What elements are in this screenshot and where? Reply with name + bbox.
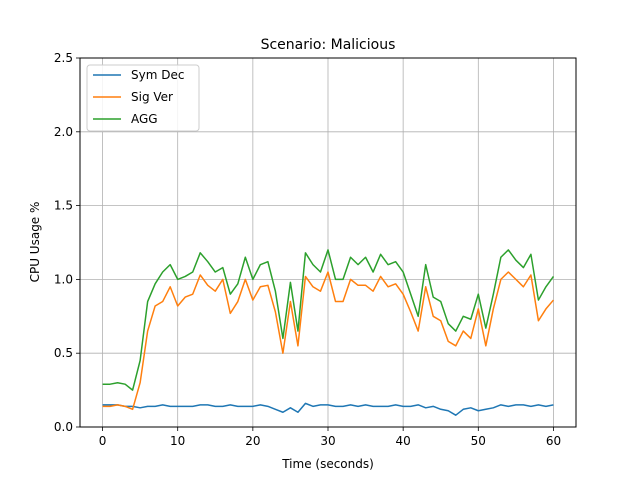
y-tick-label: 0.0 [54, 420, 73, 434]
legend-label-sig-ver: Sig Ver [131, 90, 173, 104]
series-layer [102, 249, 555, 416]
y-axis: 0.0 0.5 1.0 1.5 2.0 2.5 [54, 51, 80, 434]
x-axis: 0 10 20 30 40 50 60 [99, 427, 561, 448]
y-tick-label: 1.5 [54, 199, 73, 213]
x-tick-label: 40 [396, 434, 411, 448]
legend-label-agg: AGG [131, 112, 158, 126]
legend-box [86, 64, 200, 132]
x-tick-label: 0 [99, 434, 107, 448]
y-axis-label: CPU Usage % [28, 202, 42, 283]
y-tick-label: 0.5 [54, 346, 73, 360]
legend: Sym Dec Sig Ver AGG [86, 64, 200, 132]
series-line-sym-dec [102, 402, 554, 416]
x-tick-label: 60 [546, 434, 561, 448]
y-tick-label: 1.0 [54, 272, 73, 286]
series-line-sig-ver [102, 271, 555, 411]
y-tick-label: 2.5 [54, 51, 73, 65]
y-tick-label: 2.0 [54, 125, 73, 139]
x-tick-label: 50 [471, 434, 486, 448]
x-axis-label: Time (seconds) [281, 457, 374, 471]
x-tick-label: 20 [245, 434, 260, 448]
series-line-agg [102, 249, 555, 391]
x-tick-label: 10 [170, 434, 185, 448]
x-tick-label: 30 [320, 434, 335, 448]
legend-label-sym-dec: Sym Dec [131, 68, 184, 82]
chart-title: Scenario: Malicious [261, 37, 396, 53]
